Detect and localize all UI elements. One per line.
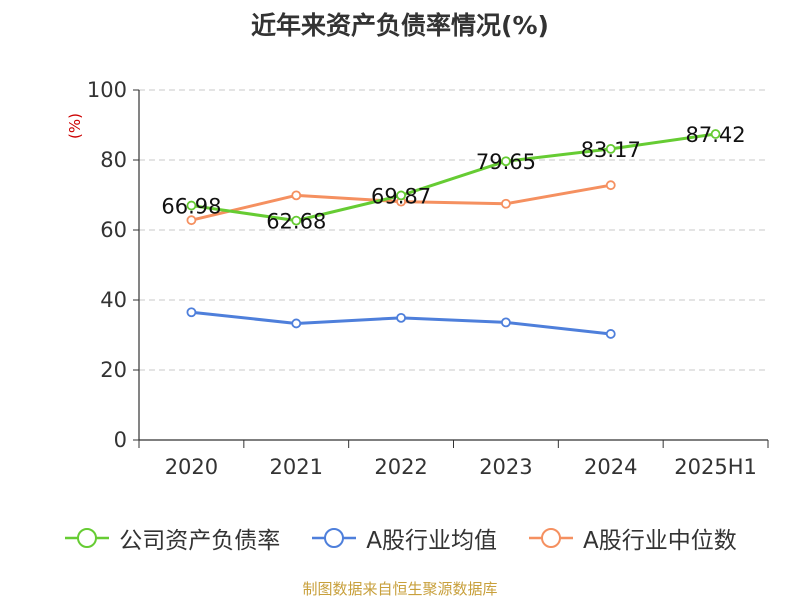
legend-swatch-marker	[77, 528, 98, 548]
data-point	[186, 200, 197, 211]
y-tick-label: 20	[100, 358, 127, 382]
legend-item: A股行业均值	[310, 521, 497, 555]
y-tick-label: 0	[114, 428, 127, 452]
legend-swatch-marker	[541, 528, 561, 548]
data-point	[710, 129, 721, 139]
legend-label: A股行业中位数	[583, 528, 737, 554]
data-point	[605, 180, 616, 191]
chart-title: 近年来资产负债率情况(%)	[251, 11, 549, 40]
series-lines	[186, 129, 721, 339]
legend-swatch	[65, 528, 110, 548]
data-point	[291, 215, 302, 226]
gridlines	[139, 89, 768, 371]
legend-item: A股行业中位数	[527, 521, 737, 555]
legend-swatch	[312, 528, 357, 548]
x-tick-label: 2025H1	[674, 455, 757, 479]
x-tick-label: 2024	[584, 455, 637, 479]
x-tick-label: 2021	[270, 455, 323, 479]
y-axis-unit-label: (%)	[66, 113, 84, 139]
data-label: 66.98	[161, 195, 221, 219]
y-tick-label: 100	[87, 78, 127, 102]
data-point	[186, 215, 197, 226]
y-tick-label: 80	[100, 148, 127, 172]
data-labels: 66.98 62.68 69.87 79.65 83.17 87.42	[161, 123, 745, 234]
x-tick-label: 2023	[479, 455, 532, 479]
legend-swatch	[529, 528, 573, 548]
data-label: 62.68	[266, 210, 326, 234]
legend-label: 公司资产负债率	[119, 528, 281, 554]
data-point	[186, 307, 197, 318]
source-note: 制图数据来自恒生聚源数据库	[302, 580, 498, 598]
data-label: 79.65	[476, 150, 536, 174]
legend-item: 公司资产负债率	[63, 521, 280, 555]
data-point	[396, 312, 406, 323]
legend: 公司资产负债率 A股行业均值 A股行业中位数	[0, 518, 800, 558]
data-point	[501, 198, 511, 209]
axes: 0 20 40 60 80 100 2020 2021 2022 2023 2024 2025H1	[87, 78, 769, 479]
data-label: 83.17	[581, 138, 641, 162]
data-point	[501, 317, 511, 328]
legend-swatch-marker	[324, 528, 345, 548]
data-point	[605, 144, 616, 154]
data-point	[291, 190, 302, 201]
x-tick-label: 2022	[374, 455, 427, 479]
data-point	[291, 318, 302, 329]
y-tick-label: 60	[100, 218, 127, 242]
data-label: 87.42	[686, 123, 746, 147]
data-point	[396, 190, 406, 201]
data-point	[605, 329, 616, 339]
y-tick-label: 40	[100, 288, 127, 312]
data-label: 69.87	[371, 184, 431, 208]
x-tick-label: 2020	[165, 455, 218, 479]
legend-label: A股行业均值	[366, 528, 497, 554]
series-line	[191, 132, 716, 223]
data-point	[501, 156, 511, 167]
